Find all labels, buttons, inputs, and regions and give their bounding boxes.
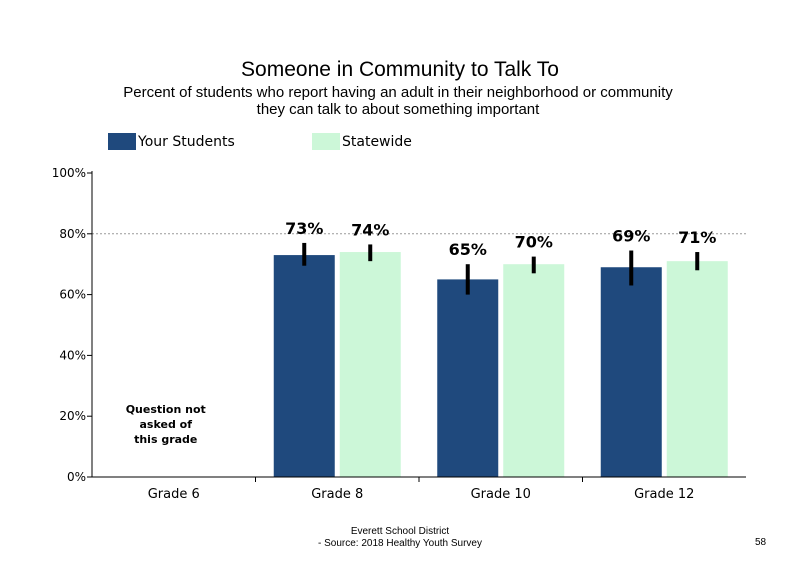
x-tick-label-3: Grade 12 xyxy=(634,487,694,502)
x-tick-label-2: Grade 10 xyxy=(471,487,531,502)
legend-label-statewide: Statewide xyxy=(342,134,412,150)
note-line-1: asked of xyxy=(140,418,193,431)
footer-district: Everett School District xyxy=(350,526,450,537)
bar-statewide-1 xyxy=(339,252,401,477)
data-label-0-3: 69% xyxy=(612,227,650,246)
footer-source: - Source: 2018 Healthy Youth Survey xyxy=(318,538,482,549)
chart-title: Someone in Community to Talk To xyxy=(241,58,559,81)
page-number: 58 xyxy=(755,537,767,548)
note-line-2: this grade xyxy=(134,433,197,446)
y-tick-label-1: 20% xyxy=(59,409,86,423)
subtitle-line-2: they can talk to about something importa… xyxy=(256,101,540,118)
y-tick-label-0: 0% xyxy=(67,470,86,484)
y-tick-label-5: 100% xyxy=(52,166,86,180)
note-line-0: Question not xyxy=(126,403,206,416)
bar-your-students-1 xyxy=(273,255,335,477)
chart-subtitle: Percent of students who report having an… xyxy=(0,84,796,118)
y-tick-label-2: 40% xyxy=(59,348,86,362)
data-label-0-2: 65% xyxy=(449,240,487,259)
subtitle-line-1: Percent of students who report having an… xyxy=(123,84,673,101)
data-label-1-1: 74% xyxy=(351,220,389,239)
y-tick-label-3: 60% xyxy=(59,288,86,302)
legend-label-your-students: Your Students xyxy=(138,134,235,150)
data-label-1-2: 70% xyxy=(515,233,553,252)
x-tick-label-0: Grade 6 xyxy=(148,487,200,502)
bar-your-students-3 xyxy=(600,267,662,477)
footer: Everett School District - Source: 2018 H… xyxy=(0,526,800,550)
data-label-1-3: 71% xyxy=(678,228,716,247)
data-label-0-1: 73% xyxy=(285,219,323,238)
legend-swatch-statewide xyxy=(312,133,340,150)
y-tick-label-4: 80% xyxy=(59,227,86,241)
bar-your-students-2 xyxy=(437,279,499,477)
legend-swatch-your-students xyxy=(108,133,136,150)
x-tick-label-1: Grade 8 xyxy=(311,487,363,502)
bar-statewide-3 xyxy=(666,261,728,477)
bar-statewide-2 xyxy=(503,264,565,477)
